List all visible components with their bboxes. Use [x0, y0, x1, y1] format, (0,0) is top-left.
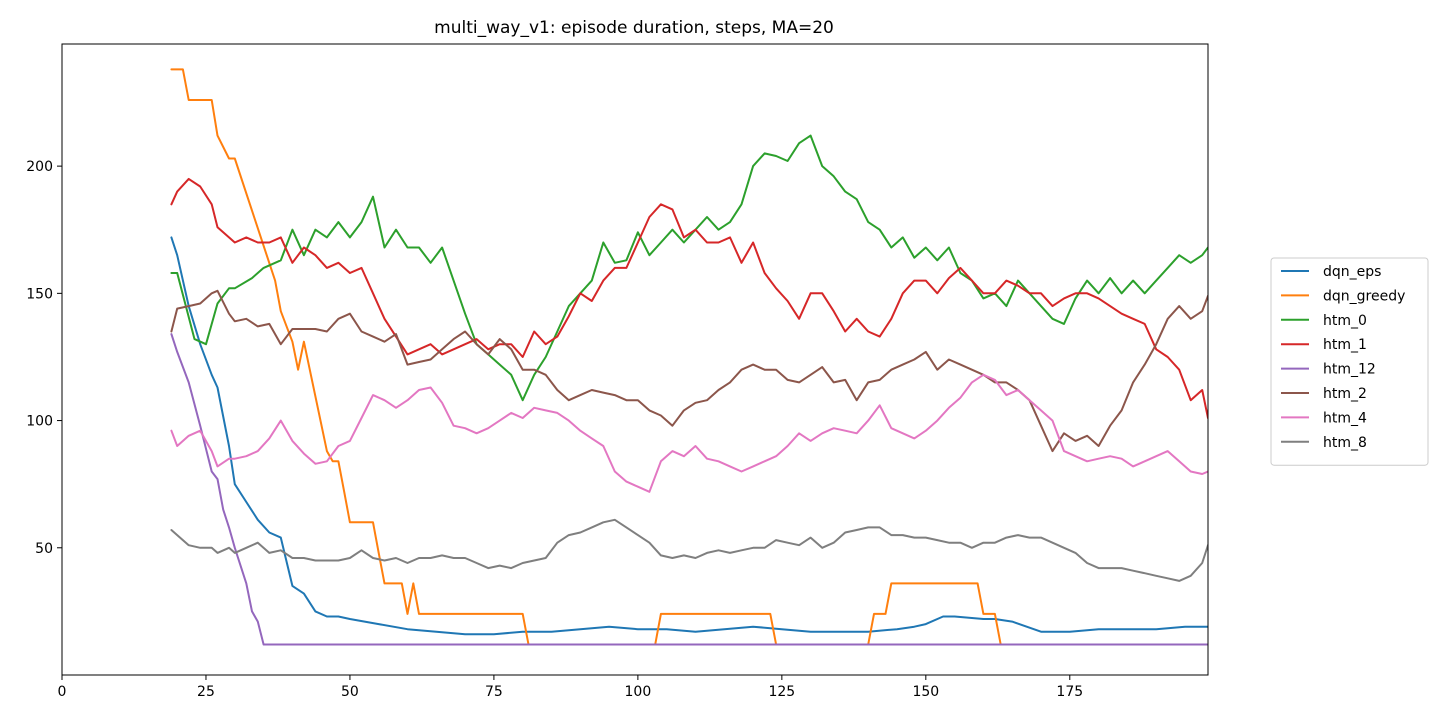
legend-label-dqn_eps: dqn_eps: [1323, 264, 1381, 280]
y-tick-label: 50: [35, 541, 53, 557]
x-tick-label: 25: [197, 684, 215, 700]
chart-title: multi_way_v1: episode duration, steps, M…: [434, 18, 834, 38]
series-group: [170, 68, 1208, 646]
x-tick-label: 50: [341, 684, 359, 700]
legend-label-htm_8: htm_8: [1323, 435, 1367, 451]
x-tick-label: 175: [1056, 684, 1083, 700]
legend-label-dqn_greedy: dqn_greedy: [1323, 288, 1405, 304]
legend-label-htm_4: htm_4: [1323, 410, 1367, 426]
series-line-htm_4: [170, 373, 1208, 493]
y-tick-label: 200: [26, 159, 53, 175]
legend-box: [1270, 257, 1429, 466]
x-tick-label: 0: [58, 684, 67, 700]
y-tick-label: 100: [26, 414, 53, 430]
axes: 0 25 50 75 100 125 150 175 50 100 150 200: [26, 43, 1209, 700]
y-tick-label: 150: [26, 286, 53, 302]
series-line-htm_2: [170, 289, 1208, 453]
legend-label-htm_12: htm_12: [1323, 362, 1376, 378]
series-line-htm_12: [170, 333, 1208, 646]
x-tick-label: 150: [912, 684, 939, 700]
series-line-htm_8: [170, 518, 1208, 582]
legend-label-htm_2: htm_2: [1323, 386, 1367, 402]
x-tick-label: 100: [625, 684, 652, 700]
plot-area: [170, 68, 1208, 646]
x-tick-label: 125: [768, 684, 795, 700]
legend-label-htm_1: htm_1: [1323, 337, 1367, 353]
legend: dqn_eps dqn_greedy htm_0 htm_1 htm_12 htm_2ht…: [1270, 257, 1429, 466]
x-tick-label: 75: [485, 684, 503, 700]
series-line-dqn_eps: [170, 236, 1208, 636]
series-line-dqn_greedy: [170, 68, 1208, 646]
legend-label-htm_0: htm_0: [1323, 313, 1367, 329]
series-line-htm_1: [170, 177, 1208, 419]
axes-frame: [61, 43, 1209, 676]
